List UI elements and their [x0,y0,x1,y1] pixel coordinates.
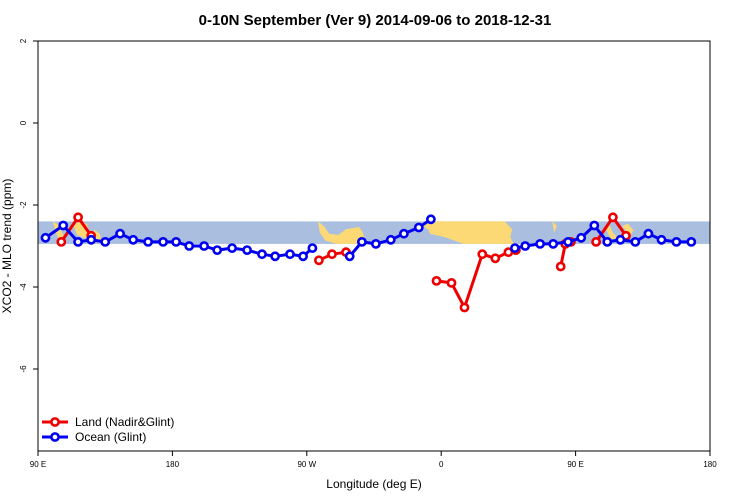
y-tick-label: 2 [19,38,28,43]
land-shape [426,221,514,244]
data-point [298,251,308,262]
x-tick-label: 0 [439,460,444,469]
x-tick-label: 90 W [297,460,316,469]
legend-label: Ocean (Glint) [75,430,146,444]
land-shape [318,221,367,244]
data-point [413,222,424,233]
legend-marker [50,417,60,427]
data-point [73,212,83,223]
data-point [656,234,667,245]
data-point [307,243,318,253]
land-shape [422,222,430,231]
data-point [490,253,501,264]
data-point [555,261,566,272]
data-point [563,236,573,247]
data-point [128,234,139,245]
data-point [398,228,409,239]
y-tick-label: -4 [19,283,28,291]
x-axis: 90 E 180 90 W 0 90 E 180 [30,451,717,469]
data-point [520,241,531,251]
y-axis: 2 0 -2 -4 -6 [19,38,38,373]
data-point [608,212,618,223]
data-point [171,236,181,247]
data-point [100,236,111,247]
data-point [370,238,381,249]
data-point [86,234,97,245]
data-point [548,238,559,249]
data-point [602,236,613,247]
data-point [285,249,295,260]
series-ocean [40,214,697,262]
data-point [257,249,267,260]
data-point [158,236,168,247]
data-point [58,220,69,231]
legend-label: Land (Nadir&Glint) [75,415,174,429]
data-point [671,236,682,247]
data-point [270,251,280,262]
land-shape [94,229,102,241]
data-point [184,241,195,251]
data-point [56,236,67,247]
x-tick-label: 90 E [30,460,46,469]
data-point [227,243,237,253]
data-point [686,236,697,247]
data-point [643,228,654,239]
data-point [143,236,153,247]
land-shape [552,221,557,233]
series-layer [40,212,697,313]
data-point [212,245,223,255]
x-tick-label: 180 [703,460,717,469]
x-axis-label: Longitude (deg E) [326,477,421,491]
data-point [385,234,396,245]
y-tick-label: -6 [19,365,28,373]
x-tick-label: 180 [166,460,180,469]
data-point [327,249,337,260]
data-point [535,238,545,249]
data-point [630,236,641,247]
data-point [425,214,436,225]
series-line [436,248,517,309]
data-point [313,255,324,266]
data-point [199,241,209,251]
data-point [115,228,125,239]
y-tick-label: -2 [19,201,28,209]
y-axis-label: XCO2 - MLO trend (ppm) [0,179,14,314]
data-point [459,302,470,313]
land-shape [622,223,634,237]
data-point [615,234,626,245]
data-point [576,232,587,243]
chart-title: 0-10N September (Ver 9) 2014-09-06 to 20… [199,12,552,29]
legend: Land (Nadir&Glint)Ocean (Glint) [42,415,174,444]
data-point [40,232,51,243]
legend-marker [50,432,60,442]
data-point [356,236,367,247]
data-point [242,245,252,255]
data-point [431,275,442,286]
plot-frame [37,40,711,452]
data-point [591,236,601,247]
data-point [344,251,355,262]
x-tick-label: 90 E [567,460,583,469]
data-point [477,249,488,260]
land-shape [605,224,619,240]
map-strip [38,221,710,244]
data-point [73,236,83,247]
y-tick-label: 0 [19,120,28,125]
data-point [510,243,520,253]
land-shape [73,221,91,239]
data-point [446,277,457,288]
data-point [589,220,600,231]
ocean-band [38,221,710,244]
